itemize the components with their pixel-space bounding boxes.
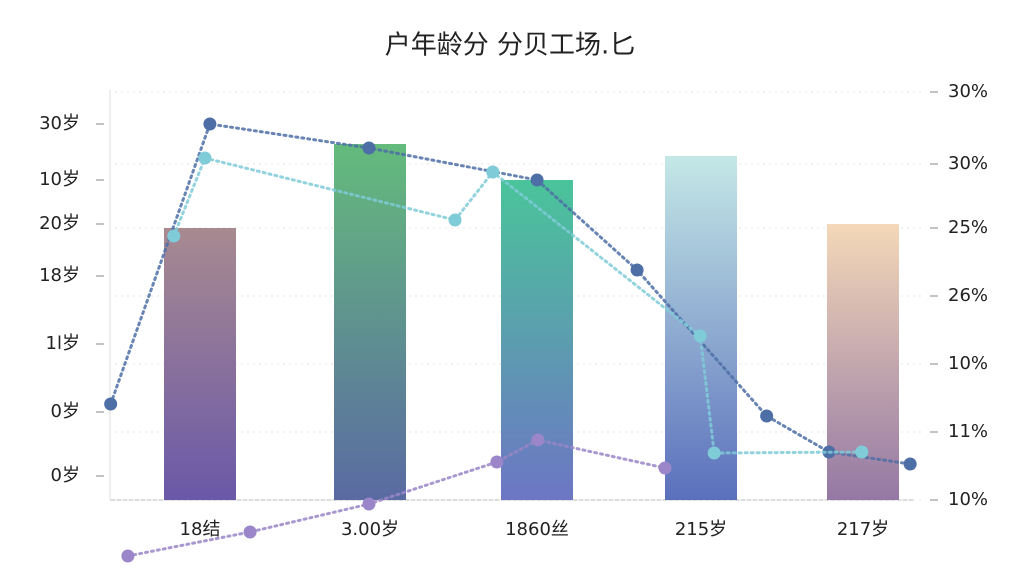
point [104,397,118,411]
y2-tick-label: 10% [948,489,988,510]
y2-tick-label: 26% [948,285,988,306]
bar [827,224,899,500]
y-tick-label: 1l岁 [46,333,80,354]
bar [334,144,406,500]
x-tick-label: 18结 [180,519,221,540]
line [126,438,667,558]
point [198,151,212,165]
y-tick-label: 30岁 [39,113,80,134]
y2-tick-label: 25% [948,217,988,238]
point [203,117,217,131]
point [530,173,544,187]
point [362,141,376,155]
point [362,497,376,511]
x-tick-label: 3.00岁 [341,519,399,540]
point [531,433,545,447]
y2-tick-label: 11% [948,421,988,442]
point [903,457,917,471]
point [855,445,869,459]
point [121,549,135,563]
point [658,461,672,475]
x-tick-label: 215岁 [675,519,727,540]
point [630,263,644,277]
point [167,229,181,243]
x-tick-label: 217岁 [837,519,889,540]
point [448,213,462,227]
point [760,409,774,423]
y-tick-label: 0岁 [51,401,80,422]
y-tick-label: 20岁 [39,213,80,234]
y2-tick-label: 30% [948,153,988,174]
point [243,525,257,539]
chart-title: 户年龄分 分贝工场.匕 [385,31,636,61]
y-tick-label: 0岁 [51,465,80,486]
y2-tick-label: 30% [948,81,988,102]
y-tick-label: 18岁 [39,265,80,286]
point [707,446,721,460]
point [486,165,500,179]
bar [164,228,236,500]
bar [665,156,737,500]
y2-tick-label: 10% [948,353,988,374]
x-tick-label: 1860丝 [505,519,569,540]
y-tick-label: 10岁 [39,169,80,190]
bar [501,180,573,500]
line [109,122,912,466]
point [490,455,504,469]
point [693,329,707,343]
